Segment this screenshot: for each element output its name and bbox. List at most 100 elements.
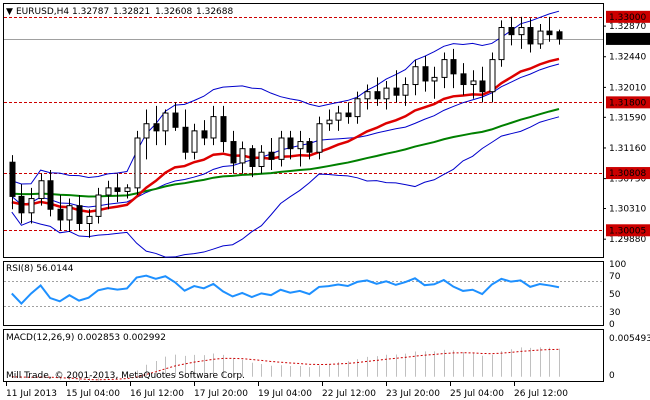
ohlc-open: 1.32787 xyxy=(72,7,109,17)
macd-tick-zero: 0 xyxy=(609,371,615,381)
bollinger-upper xyxy=(11,10,560,185)
candle-body xyxy=(508,27,515,36)
candle-body xyxy=(441,59,448,78)
current-price-tag-label: 1.32688 xyxy=(609,35,646,45)
macd-panel-frame[interactable] xyxy=(3,329,604,382)
candle-body xyxy=(546,30,553,36)
rsi-tick-0: 0 xyxy=(609,320,615,330)
candle-body xyxy=(258,151,265,167)
candle-body xyxy=(278,137,285,160)
macd-plot xyxy=(11,347,560,383)
candle-body xyxy=(210,116,217,139)
candle-body xyxy=(297,141,304,150)
candle-body xyxy=(57,208,64,221)
candle-body xyxy=(479,80,486,93)
level-price-tag[interactable] xyxy=(606,10,650,23)
price-tick-label: 1.30310 xyxy=(609,205,646,215)
candle-body xyxy=(422,66,429,82)
candle-body xyxy=(191,130,198,153)
candle-body xyxy=(114,187,121,192)
time-label: 11 Jul 2013 xyxy=(6,389,57,399)
moving-average-slow xyxy=(11,108,560,198)
price-tick-label: 1.30730 xyxy=(609,175,646,185)
candle-body xyxy=(124,187,131,192)
candle-body xyxy=(9,161,16,197)
time-axis: 11 Jul 2013 15 Jul 04:00 16 Jul 12:00 17 Ju… xyxy=(6,382,568,399)
price-tick-label: 1.31590 xyxy=(609,113,646,123)
symbol-dropdown-icon[interactable]: ▼ xyxy=(6,7,13,17)
candle-body xyxy=(450,59,457,75)
moving-averages xyxy=(11,57,560,214)
bollinger-lower xyxy=(11,116,560,258)
rsi-tick-30: 30 xyxy=(609,308,621,318)
candle-body xyxy=(38,180,45,200)
candle-body xyxy=(383,87,390,100)
candle-body xyxy=(220,116,227,143)
bollinger-middle xyxy=(11,63,560,208)
candle-body xyxy=(402,84,409,96)
candle-body xyxy=(431,76,438,82)
rsi-line xyxy=(11,274,560,306)
level-price-tag[interactable] xyxy=(606,224,650,237)
candle-body xyxy=(374,91,381,100)
time-label: 25 Jul 04:00 xyxy=(450,389,504,399)
candle-body xyxy=(335,112,342,121)
candle-body xyxy=(316,123,323,153)
candle-body xyxy=(412,66,419,86)
price-tick-label: 1.32010 xyxy=(609,83,646,93)
macd-label: MACD(12,26,9) 0.002853 0.002992 xyxy=(6,333,166,343)
candle-body xyxy=(345,112,352,118)
time-label: 22 Jul 12:00 xyxy=(322,389,376,399)
candle-body xyxy=(239,148,246,164)
main-chart-frame[interactable] xyxy=(3,3,604,258)
candle-body xyxy=(143,123,150,139)
candle-body xyxy=(230,141,237,164)
time-label: 19 Jul 04:00 xyxy=(258,389,312,399)
price-tags: 1.33000 1.31800 1.30808 1.30005 1.32688 xyxy=(606,10,650,237)
candle-body xyxy=(287,137,294,150)
moving-average-fast xyxy=(11,57,560,214)
time-label: 16 Jul 12:00 xyxy=(130,389,184,399)
rsi-panel-frame[interactable] xyxy=(3,261,604,326)
candle-body xyxy=(306,141,313,153)
candle-body xyxy=(66,205,73,221)
candlesticks xyxy=(9,16,563,238)
candle-body xyxy=(28,198,35,214)
candle-body xyxy=(162,112,169,132)
candle-body xyxy=(268,151,275,160)
candle-body xyxy=(354,98,361,118)
candle-body xyxy=(460,73,467,86)
level-price-tag-label: 1.30808 xyxy=(609,169,646,179)
current-price-tag[interactable] xyxy=(606,32,650,45)
candle-body xyxy=(527,27,534,45)
candle-body xyxy=(95,194,102,217)
level-price-tag[interactable] xyxy=(606,96,650,109)
candle-body xyxy=(76,205,83,225)
candle-body xyxy=(537,30,544,45)
price-tick-label: 1.29880 xyxy=(609,235,646,245)
level-price-tag-label: 1.31800 xyxy=(609,98,646,108)
level-price-tag-label: 1.30005 xyxy=(609,226,646,236)
rsi-tick-50: 50 xyxy=(609,290,621,300)
price-tick-label: 1.32870 xyxy=(609,22,646,32)
price-tick-label: 1.31160 xyxy=(609,144,646,154)
candle-body xyxy=(18,195,25,214)
candle-body xyxy=(364,91,371,100)
candle-body xyxy=(47,180,54,210)
copyright-text: Mill Trade, © 2001-2013, MetaQuotes Soft… xyxy=(6,371,245,381)
level-price-tag-label: 1.33000 xyxy=(609,13,646,23)
time-label: 23 Jul 20:00 xyxy=(386,389,440,399)
ohlc-low: 1.32608 xyxy=(155,7,192,17)
candle-body xyxy=(105,187,112,196)
rsi-tick-70: 70 xyxy=(609,272,621,282)
candle-body xyxy=(470,80,477,86)
candle-body xyxy=(489,59,496,93)
macd-signal-line xyxy=(11,348,560,381)
ohlc-high: 1.32821 xyxy=(113,7,150,17)
ohlc-close: 1.32688 xyxy=(196,7,233,17)
level-price-tag[interactable] xyxy=(606,167,650,180)
bollinger-bands xyxy=(11,10,560,258)
candle-body xyxy=(518,27,525,36)
